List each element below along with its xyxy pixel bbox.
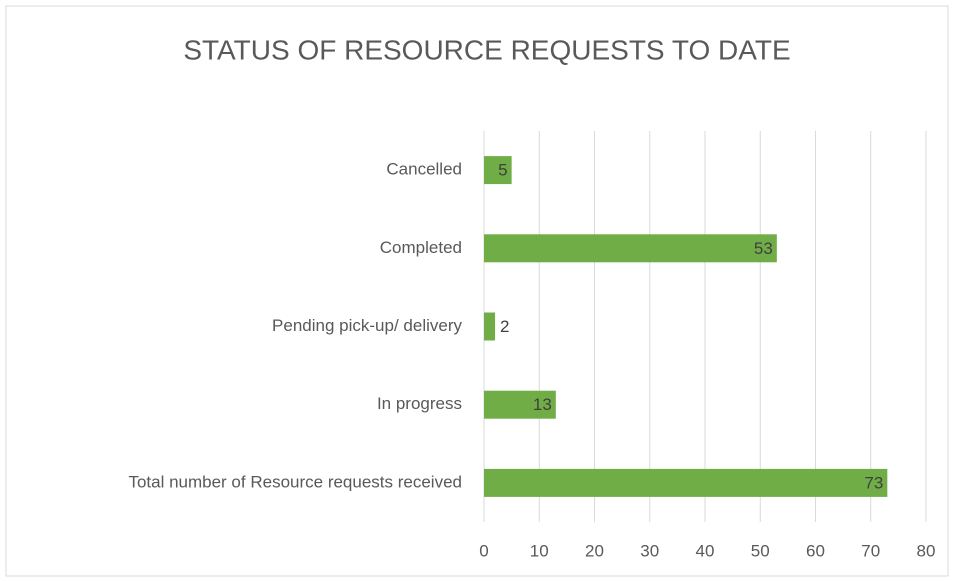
data-label: 73 <box>864 473 883 492</box>
bar <box>484 234 777 263</box>
y-tick-label: Completed <box>380 238 462 257</box>
x-tick-label: 80 <box>917 541 936 560</box>
data-label: 13 <box>533 395 552 414</box>
bar <box>484 312 496 341</box>
x-tick-label: 50 <box>751 541 770 560</box>
bar <box>484 156 512 185</box>
x-tick-label: 20 <box>585 541 604 560</box>
x-tick-label: 60 <box>806 541 825 560</box>
x-tick-label: 0 <box>479 541 488 560</box>
y-tick-label: In progress <box>377 394 462 413</box>
bar <box>484 390 556 419</box>
x-tick-label: 70 <box>861 541 880 560</box>
x-tick-label: 10 <box>530 541 549 560</box>
y-tick-label: Cancelled <box>386 160 462 179</box>
chart-title: STATUS OF RESOURCE REQUESTS TO DATE <box>183 34 790 65</box>
bar <box>484 468 888 497</box>
y-tick-label: Pending pick-up/ delivery <box>272 316 462 335</box>
data-label: 2 <box>500 317 509 336</box>
x-tick-label: 40 <box>696 541 715 560</box>
x-tick-label: 30 <box>640 541 659 560</box>
data-label: 53 <box>754 239 773 258</box>
data-label: 5 <box>498 161 507 180</box>
y-tick-label: Total number of Resource requests receiv… <box>128 472 462 491</box>
